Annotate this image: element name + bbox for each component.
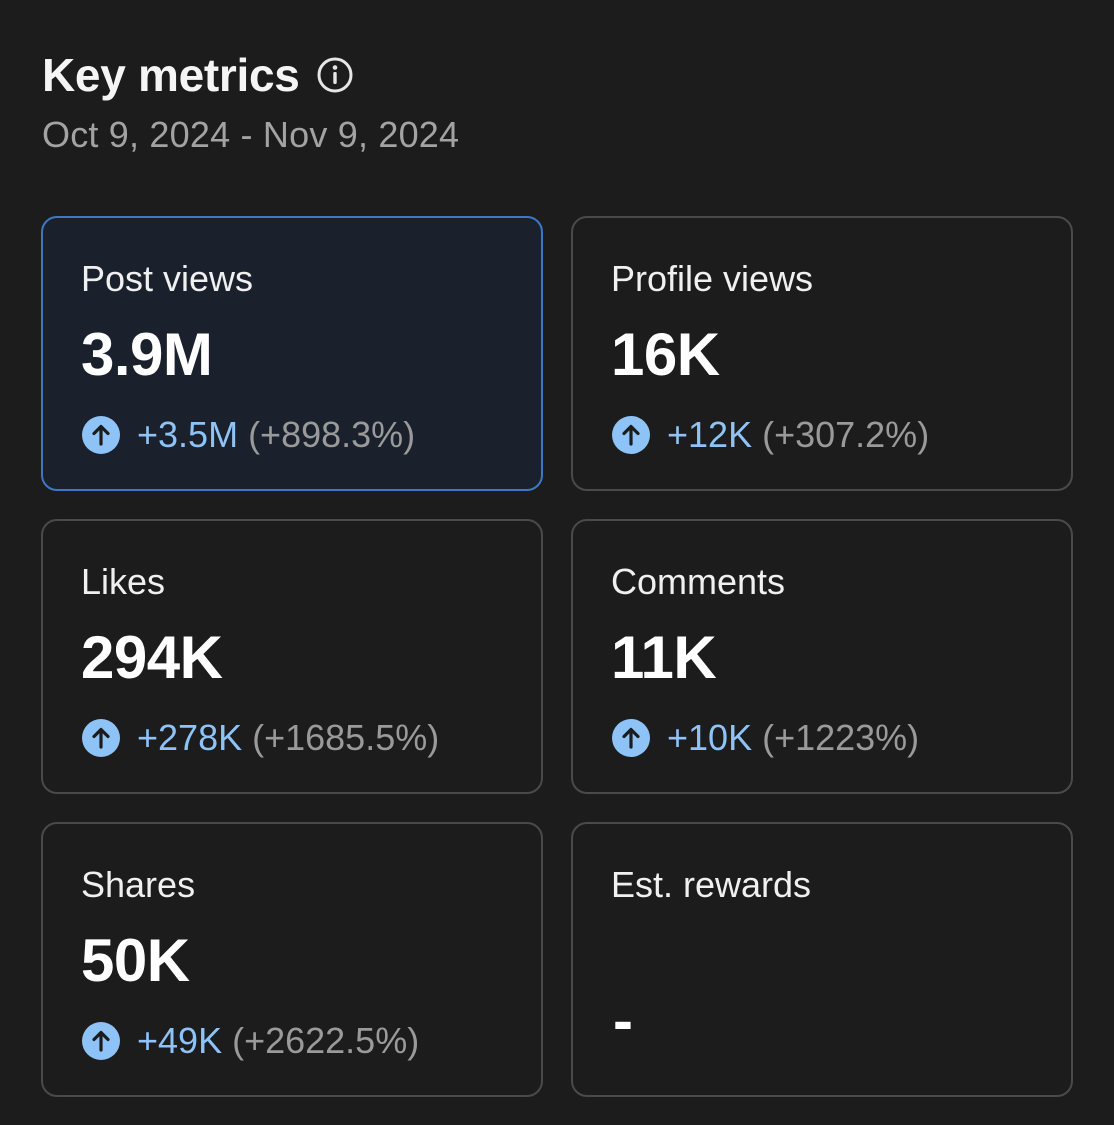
- metric-label: Shares: [81, 864, 196, 905]
- metric-change-absolute: +12K: [667, 414, 753, 455]
- arrow-up-circle-icon: [81, 415, 121, 455]
- title-row: Key metrics: [42, 46, 459, 104]
- metric-change: +3.5M (+898.3%): [81, 414, 415, 456]
- date-range[interactable]: Oct 9, 2024 - Nov 9, 2024: [42, 114, 460, 155]
- metric-change: +49K (+2622.5%): [81, 1020, 419, 1062]
- metric-card-comments[interactable]: Comments 11K +10K (+1223%): [571, 519, 1073, 794]
- metric-label: Likes: [81, 561, 166, 602]
- metric-change-percent: (+898.3%): [248, 414, 416, 455]
- key-metrics-header: Key metrics Oct 9, 2024 - Nov 9, 2024: [42, 46, 459, 156]
- metric-value: 11K: [611, 624, 717, 691]
- metric-change-absolute: +10K: [667, 717, 753, 758]
- metric-value: 294K: [81, 624, 223, 691]
- metric-card-likes[interactable]: Likes 294K +278K (+1685.5%): [41, 519, 543, 794]
- metric-value: 16K: [611, 321, 720, 388]
- page-title: Key metrics: [42, 49, 300, 101]
- metric-value: 50K: [81, 927, 190, 994]
- metric-label: Comments: [611, 561, 786, 602]
- metric-change: +10K (+1223%): [611, 717, 919, 759]
- metric-change-percent: (+2622.5%): [232, 1020, 420, 1061]
- metric-label: Post views: [81, 258, 254, 299]
- metric-label: Profile views: [611, 258, 814, 299]
- metric-card-profile-views[interactable]: Profile views 16K +12K (+307.2%): [571, 216, 1073, 491]
- metric-card-est-rewards[interactable]: Est. rewards -: [571, 822, 1073, 1097]
- metric-change-percent: (+1685.5%): [252, 717, 440, 758]
- metric-change-absolute: +49K: [137, 1020, 223, 1061]
- arrow-up-circle-icon: [81, 718, 121, 758]
- metric-change-percent: (+307.2%): [762, 414, 930, 455]
- metric-change-percent: (+1223%): [762, 717, 920, 758]
- metric-card-shares[interactable]: Shares 50K +49K (+2622.5%): [41, 822, 543, 1097]
- arrow-up-circle-icon: [611, 415, 651, 455]
- arrow-up-circle-icon: [81, 1021, 121, 1061]
- info-icon[interactable]: [316, 56, 354, 94]
- arrow-up-circle-icon: [611, 718, 651, 758]
- metric-card-post-views[interactable]: Post views 3.9M +3.5M (+898.3%): [41, 216, 543, 491]
- metric-value: -: [613, 987, 633, 1054]
- metric-label: Est. rewards: [611, 864, 812, 905]
- metric-change: +278K (+1685.5%): [81, 717, 439, 759]
- metric-change: +12K (+307.2%): [611, 414, 929, 456]
- metric-change-absolute: +278K: [137, 717, 243, 758]
- metric-value: 3.9M: [81, 321, 213, 388]
- metric-change-absolute: +3.5M: [137, 414, 239, 455]
